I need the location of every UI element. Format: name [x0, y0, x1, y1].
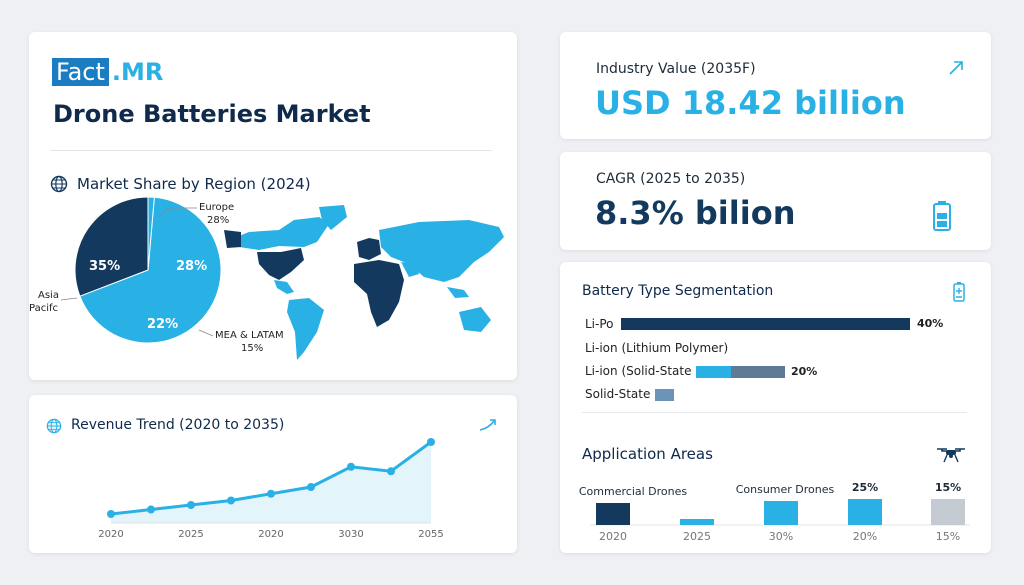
pie-slice-dark [74, 196, 149, 297]
line-point [187, 501, 195, 509]
app-x-label: 2025 [683, 530, 711, 543]
app-top-label: Commercial Drones [579, 485, 688, 498]
line-point [107, 510, 115, 518]
app-bar [680, 519, 714, 525]
revenue-line-chart: 2020 2025 2020 3030 2055 [98, 438, 444, 540]
line-point [347, 462, 355, 471]
trend-up-icon[interactable] [479, 417, 497, 436]
globe-icon [46, 418, 62, 438]
app-x-label: 2020 [599, 530, 627, 543]
application-bar-chart: 2020 Commercial Drones 2025 30% Consumer Dro… [579, 481, 970, 543]
bar-liion-solid-b [731, 366, 786, 378]
legend-mea-pct: 15% [241, 343, 264, 354]
revenue-heading: Revenue Trend (2020 to 2035) [71, 417, 285, 433]
row-label-lipo: Li-Po [585, 317, 614, 331]
industry-label: Industry Value (2035F) [596, 61, 756, 77]
cagr-value: 8.3% bilion [595, 194, 796, 232]
bar-lipo [621, 318, 910, 330]
line-point [267, 489, 275, 498]
app-bar [596, 503, 630, 525]
industry-value-card: Industry Value (2035F) USD 18.42 billion [560, 32, 991, 139]
battery-plus-icon [953, 282, 965, 306]
overview-card: Fact .MR Drone Batteries Market Market Sh… [29, 32, 517, 380]
cagr-label: CAGR (2025 to 2035) [596, 171, 746, 187]
leader-line-europe [158, 207, 197, 218]
legend-europe: Europe [199, 202, 235, 213]
x-tick-label: 2055 [418, 529, 443, 540]
app-x-label: 15% [936, 530, 960, 543]
value-liion-solid: 20% [791, 365, 818, 378]
page-title: Drone Batteries Market [53, 100, 371, 128]
app-bar [931, 499, 965, 525]
legend-europe-pct: 28% [207, 215, 230, 226]
app-top-label: 15% [935, 481, 961, 494]
arrow-up-right-icon[interactable] [948, 60, 964, 80]
globe-icon [50, 175, 68, 197]
region-pie-chart [60, 196, 222, 344]
app-top-label: 25% [852, 481, 878, 494]
pie-label-light-bottom: 22% [147, 317, 179, 332]
app-top-label: Consumer Drones [736, 483, 835, 496]
row-label-solid-state: Solid-State [585, 387, 651, 401]
row-label-liion-solid: Li-ion (Solid-State [585, 364, 692, 378]
line-point [147, 505, 155, 514]
legend-asia: Asia [38, 290, 59, 301]
divider [50, 150, 492, 151]
logo: Fact .MR [52, 58, 163, 86]
pie-label-light-top: 28% [176, 259, 208, 274]
drone-icon [936, 446, 966, 468]
application-heading: Application Areas [582, 445, 713, 463]
app-x-label: 30% [769, 530, 793, 543]
leader-line-asia [60, 297, 78, 301]
row-label-liion-polymer: Li-ion (Lithium Polymer) [585, 341, 729, 355]
legend-pacific: Pacifc [29, 303, 59, 314]
cagr-card: CAGR (2025 to 2035) 8.3% bilion [560, 152, 991, 250]
app-x-label: 20% [853, 530, 877, 543]
line-area [111, 442, 431, 523]
app-bar [764, 501, 798, 525]
pie-slice-light [79, 196, 222, 344]
world-map [224, 205, 504, 360]
line-point [387, 467, 395, 476]
region-heading: Market Share by Region (2024) [77, 175, 311, 193]
line-point [427, 438, 435, 446]
x-tick-label: 2020 [98, 529, 123, 540]
value-lipo: 40% [917, 317, 944, 330]
bar-liion-solid-a [696, 366, 732, 378]
industry-value: USD 18.42 billion [595, 84, 906, 122]
x-tick-label: 2025 [178, 529, 203, 540]
app-bar [848, 499, 882, 525]
leader-line-mea [198, 329, 214, 337]
bar-solid-state [655, 389, 674, 401]
line-point [227, 496, 235, 505]
battery-heading: Battery Type Segmentation [582, 283, 774, 299]
segmentation-card: Battery Type Segmentation Li-Po 40% Li-i… [560, 262, 991, 553]
battery-icon [932, 200, 952, 236]
x-tick-label: 2020 [258, 529, 283, 540]
pie-label-dark: 35% [89, 259, 121, 274]
legend-mea: MEA & LATAM [215, 330, 284, 341]
divider [582, 412, 967, 413]
x-tick-label: 3030 [338, 529, 363, 540]
line-point [307, 483, 315, 491]
revenue-card: Revenue Trend (2020 to 2035) 2020 2025 202… [29, 395, 517, 553]
